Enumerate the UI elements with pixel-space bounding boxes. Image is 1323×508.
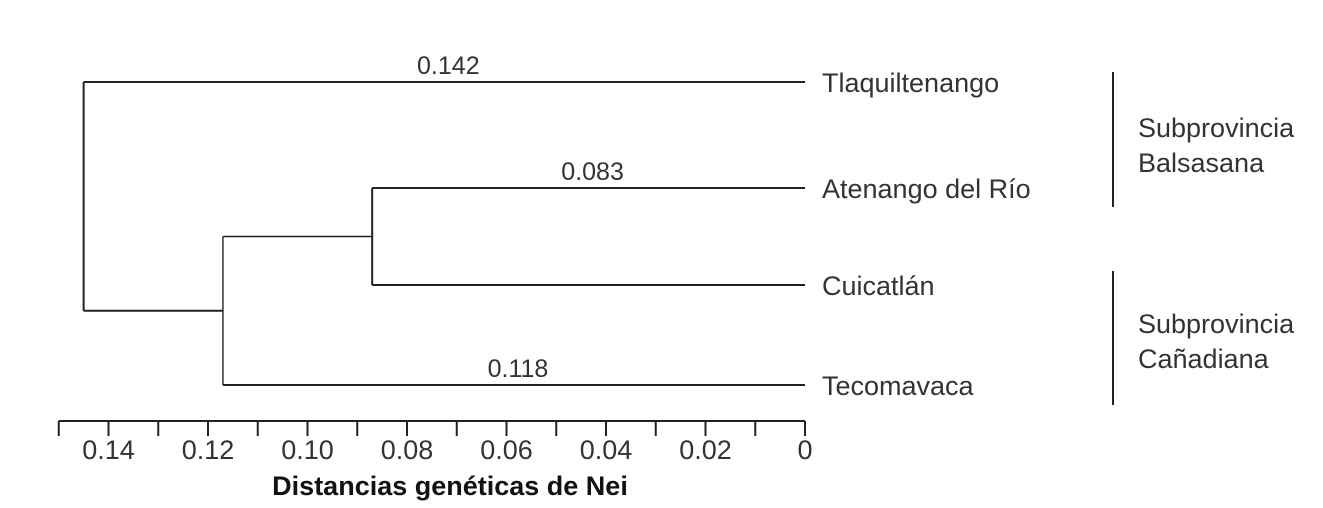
branch-distance-label: 0.142	[417, 52, 480, 80]
x-axis-tick-label: 0.02	[679, 435, 732, 465]
dendrogram-branches	[82, 81, 805, 386]
group-label-line: Subprovincia	[1138, 309, 1295, 339]
x-axis-tick-label: 0.04	[580, 435, 633, 465]
branch-distance-labels: 0.142 0.083 0.118	[417, 52, 624, 383]
leaf-label: Tecomavaca	[822, 371, 975, 401]
branch-distance-label: 0.118	[488, 355, 549, 383]
x-axis-tick-label: 0	[797, 435, 812, 465]
group-label-line: Balsasana	[1138, 148, 1265, 178]
x-axis-tick-label: 0.06	[480, 435, 533, 465]
x-axis-tick-label: 0.10	[281, 435, 334, 465]
x-axis-title: Distancias genéticas de Nei	[272, 471, 628, 501]
leaf-label: Tlaquiltenango	[822, 68, 999, 98]
x-axis-tick-label: 0.08	[381, 435, 434, 465]
leaf-label: Cuicatlán	[822, 271, 935, 301]
leaf-label: Atenango del Río	[822, 174, 1031, 204]
branch-distance-label: 0.083	[561, 158, 624, 186]
x-axis-tick-label: 0.12	[182, 435, 235, 465]
leaf-labels: Tlaquiltenango Atenango del Río Cuicatlán T…	[822, 68, 1031, 401]
group-labels: Subprovincia Balsasana Subprovincia Cañadia…	[1112, 72, 1295, 405]
x-axis-tick-label: 0.14	[82, 435, 135, 465]
group-label-line: Cañadiana	[1138, 344, 1270, 374]
group-label-line: Subprovincia	[1138, 113, 1295, 143]
x-axis: 0.14 0.12 0.10 0.08 0.06 0.04 0.02 0	[57, 420, 813, 465]
